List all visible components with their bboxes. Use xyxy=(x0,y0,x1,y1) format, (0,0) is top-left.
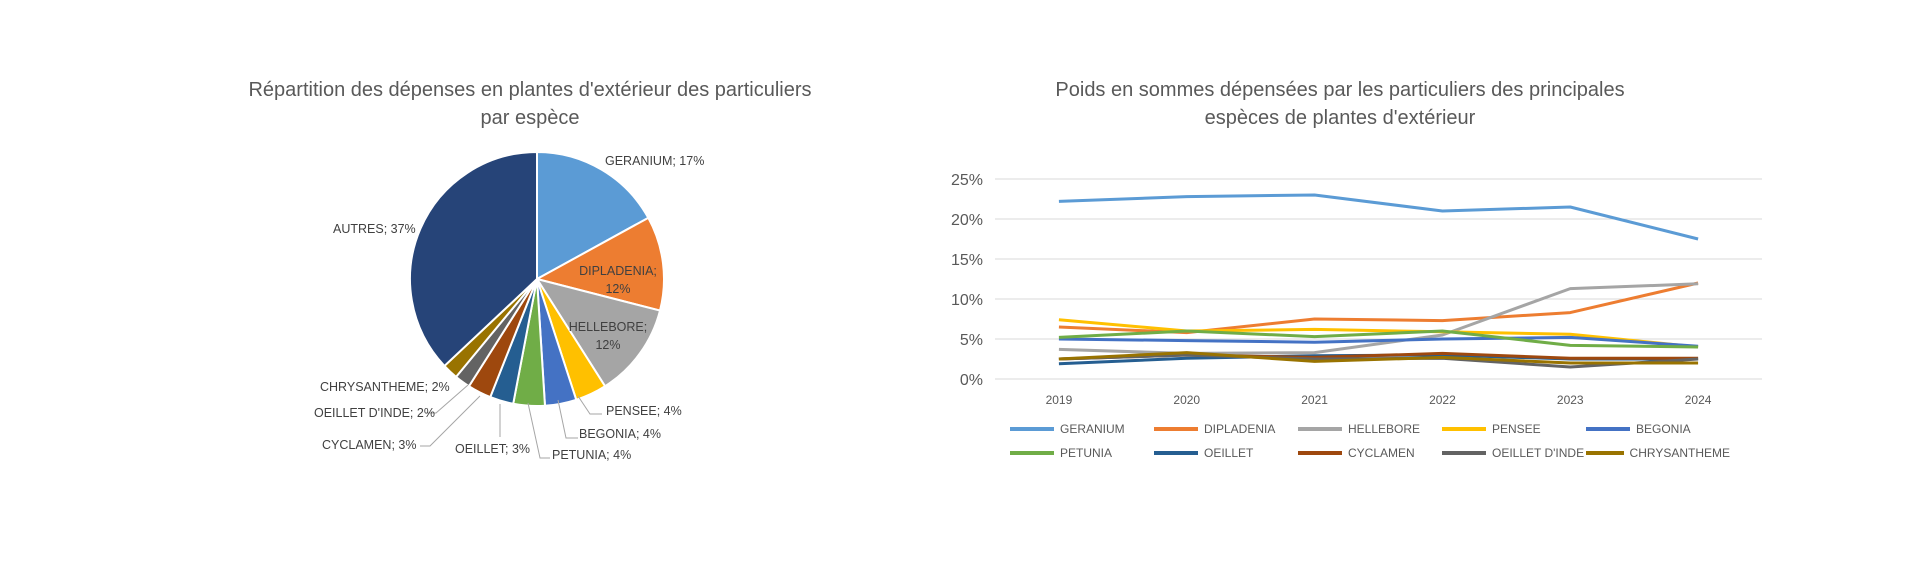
legend-label: OEILLET D'INDE xyxy=(1492,446,1585,460)
legend-item-begonia: BEGONIA xyxy=(1586,422,1730,436)
pie-title: Répartition des dépenses en plantes d'ex… xyxy=(180,76,880,132)
legend-item-pensee: PENSEE xyxy=(1442,422,1586,436)
x-tick-label: 2021 xyxy=(1301,393,1328,407)
series-line-oeillet-d-inde xyxy=(1058,353,1699,369)
legend-item-geranium: GERANIUM xyxy=(1010,422,1154,436)
legend-label: PETUNIA xyxy=(1060,446,1113,460)
legend-item-dipladenia: DIPLADENIA xyxy=(1154,422,1298,436)
pie-title-line-2: par espèce xyxy=(480,107,580,129)
y-tick-label: 5% xyxy=(960,332,983,349)
legend-item-chrysantheme: CHRYSANTHEME xyxy=(1586,446,1730,460)
y-tick-label: 10% xyxy=(951,292,983,309)
pie-slice-dipladenia xyxy=(534,216,665,312)
x-tick-label: 2024 xyxy=(1685,393,1712,407)
series-line-oeillet xyxy=(1058,353,1699,366)
series-line-petunia xyxy=(1058,329,1699,349)
legend-swatch xyxy=(1010,451,1054,455)
legend-label: PENSEE xyxy=(1492,422,1541,436)
pie-slice-hellebore xyxy=(534,277,662,388)
pie-label-dipladenia-pct: 12% xyxy=(605,282,631,296)
legend-swatch xyxy=(1298,451,1342,455)
legend-item-petunia: PETUNIA xyxy=(1010,446,1154,460)
pie-label-hellebore-pct: 12% xyxy=(595,338,621,352)
legend-item-oeillet: OEILLET xyxy=(1154,446,1298,460)
legend-label: CYCLAMEN xyxy=(1348,446,1415,460)
x-tick-label: 2023 xyxy=(1557,393,1584,407)
legend-label: OEILLET xyxy=(1204,446,1254,460)
legend-item-cyclamen: CYCLAMEN xyxy=(1298,446,1442,460)
legend-swatch xyxy=(1154,427,1198,431)
series-line-cyclamen xyxy=(1058,351,1699,361)
pie-title-line-1: Répartition des dépenses en plantes d'ex… xyxy=(248,79,812,101)
x-tick-label: 2022 xyxy=(1429,393,1456,407)
series-line-geranium xyxy=(1058,193,1699,241)
legend-item-oeillet-d-inde: OEILLET D'INDE xyxy=(1442,446,1586,460)
series-line-chrysantheme xyxy=(1058,351,1699,365)
pie-chart xyxy=(409,150,665,459)
legend-swatch xyxy=(1154,451,1198,455)
pie-label-oeillet-d-inde: OEILLET D'INDE; 2% xyxy=(314,406,435,420)
line-legend: GERANIUM DIPLADENIA HELLEBORE PENSEE BEGONIA… xyxy=(1010,422,1730,460)
pie-label-chrysantheme: CHRYSANTHEME; 2% xyxy=(320,380,450,394)
pie-label-autres: AUTRES; 37% xyxy=(333,222,416,236)
x-tick-label: 2019 xyxy=(1046,393,1073,407)
pie-label-geranium: GERANIUM; 17% xyxy=(605,154,705,168)
legend-item-hellebore: HELLEBORE xyxy=(1298,422,1442,436)
line-title-line-2: espèces de plantes d'extérieur xyxy=(1204,107,1476,129)
y-tick-label: 15% xyxy=(951,252,983,269)
legend-swatch xyxy=(1586,427,1630,431)
pie-label-pensee: PENSEE; 4% xyxy=(606,404,682,418)
legend-swatch xyxy=(1442,427,1486,431)
x-tick-label: 2020 xyxy=(1173,393,1200,407)
pie-label-oeillet: OEILLET; 3% xyxy=(455,442,531,456)
legend-swatch xyxy=(1010,427,1054,431)
pie-label-dipladenia: DIPLADENIA; 12% xyxy=(578,262,658,298)
pie-label-petunia: PETUNIA; 4% xyxy=(552,448,632,462)
legend-swatch xyxy=(1442,451,1486,455)
legend-label: HELLEBORE xyxy=(1348,422,1421,436)
legend-swatch xyxy=(1298,427,1342,431)
y-tick-label: 25% xyxy=(951,172,983,189)
legend-label: CHRYSANTHEME xyxy=(1629,446,1730,460)
legend-label: BEGONIA xyxy=(1636,422,1691,436)
pie-label-dipladenia-name: DIPLADENIA; xyxy=(579,264,657,278)
series-line-begonia xyxy=(1058,335,1699,348)
leader-lines xyxy=(420,384,602,459)
pie-label-hellebore: HELLEBORE; 12% xyxy=(568,318,648,354)
pie-slice-geranium xyxy=(536,150,650,281)
pie-slice-autres xyxy=(409,150,538,368)
legend-swatch xyxy=(1586,451,1624,455)
line-title: Poids en sommes dépensées par les partic… xyxy=(990,76,1690,132)
series-line-pensee xyxy=(1058,318,1699,349)
legend-label: DIPLADENIA xyxy=(1204,422,1276,436)
line-title-line-1: Poids en sommes dépensées par les partic… xyxy=(1055,79,1625,101)
y-tick-label: 0% xyxy=(960,372,983,389)
pie-label-begonia: BEGONIA; 4% xyxy=(579,427,661,441)
legend-label: GERANIUM xyxy=(1060,422,1125,436)
y-tick-label: 20% xyxy=(951,212,983,229)
pie-label-cyclamen: CYCLAMEN; 3% xyxy=(322,438,417,452)
pie-label-hellebore-name: HELLEBORE; xyxy=(568,320,648,334)
series-line-hellebore xyxy=(1058,282,1699,355)
series-line-dipladenia xyxy=(1058,281,1699,335)
